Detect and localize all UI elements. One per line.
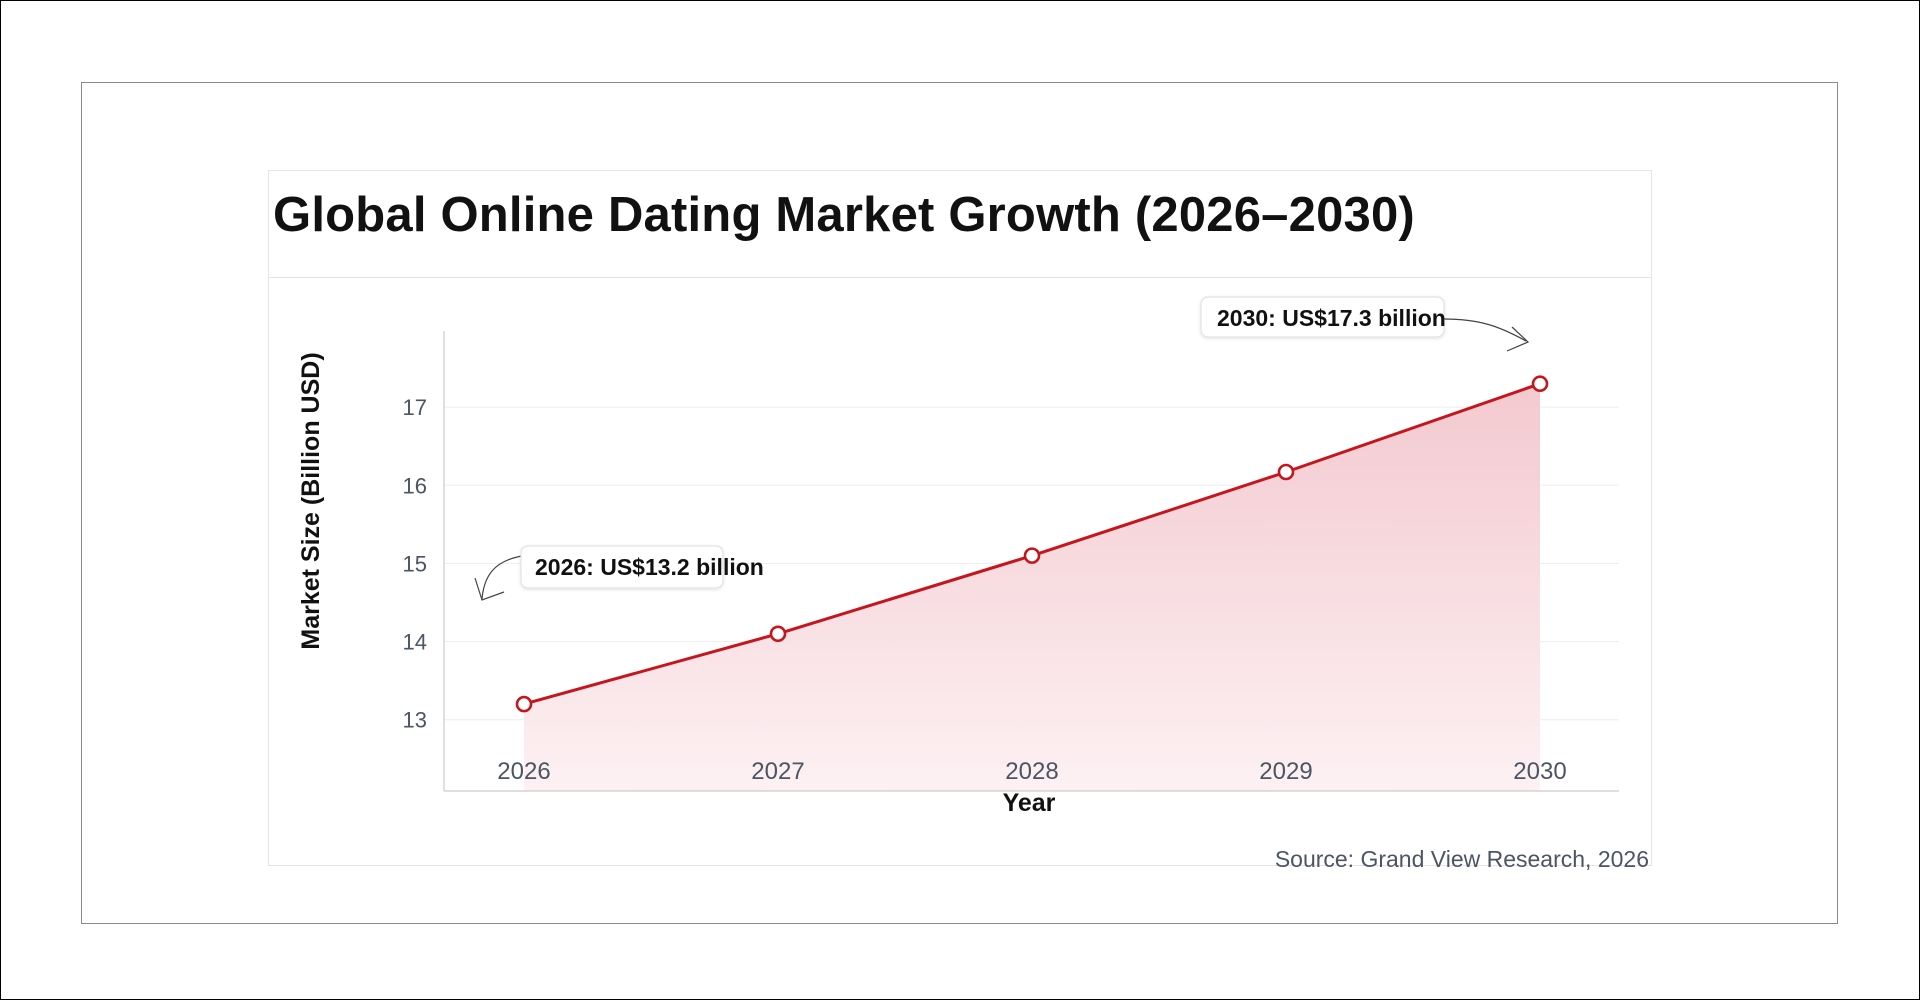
data-point-2029 [1277,463,1295,481]
annotation-2026-arrow [481,555,523,600]
y-axis-label: Market Size (Billion USD) [297,352,325,649]
data-markers [515,375,1549,713]
area-fill [524,383,1540,791]
source-note: Source: Grand View Research, 2026 [1274,846,1649,872]
data-point-2028 [1023,547,1041,564]
annotation-2030-box [1200,296,1445,338]
x-tick-label: 2028 [1005,758,1058,785]
data-point-2027 [769,625,787,643]
y-tick-label: 17 [403,395,427,420]
x-tick-label: 2030 [1513,758,1566,785]
annotation-2030-arrow [1443,318,1527,342]
x-tick-labels: 2026 2027 2028 2029 2030 [497,758,1566,785]
y-tick-label: 13 [403,708,427,733]
annotation-2030-arrowhead [1506,326,1530,352]
annotation-2030-text: 2030: US$17.3 billion [1217,305,1446,331]
data-point-2030 [1531,375,1549,393]
chart-card: Global Online Dating Market Growth (2026… [268,170,1652,872]
y-tick-label: 15 [403,551,427,576]
data-point-2026 [515,695,533,713]
title-divider [269,277,1651,278]
line-chart: 13 14 15 16 17 2026 2027 2028 2029 2030 Market S… [297,296,1619,817]
annotation-2026: 2026: US$13.2 billion [474,545,764,601]
annotation-2030: 2030: US$17.3 billion [1200,296,1530,352]
annotation-2026-text: 2026: US$13.2 billion [535,554,764,580]
x-tick-label: 2026 [497,758,550,785]
y-tick-labels: 13 14 15 16 17 [403,395,427,733]
y-tick-label: 14 [403,630,427,655]
x-tick-label: 2027 [751,758,804,785]
annotation-2026-arrowhead [474,577,505,601]
annotation-2026-box [520,545,724,589]
chart-title: Global Online Dating Market Growth (2026… [273,188,1415,242]
axes [443,331,1619,792]
x-axis-label: Year [1003,789,1056,817]
y-tick-label: 16 [403,473,427,498]
x-tick-label: 2029 [1259,758,1312,785]
